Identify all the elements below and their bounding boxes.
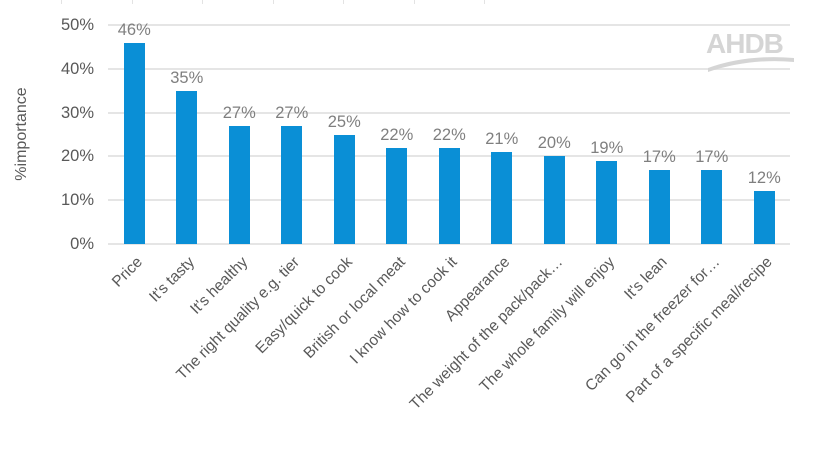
data-label: 12% bbox=[747, 169, 781, 188]
logo-text: AHDB bbox=[706, 28, 784, 59]
bar bbox=[176, 90, 198, 244]
bar bbox=[596, 160, 618, 244]
y-tick-label: 0% bbox=[70, 235, 94, 253]
bar bbox=[386, 147, 408, 244]
bar bbox=[333, 134, 355, 244]
bar bbox=[753, 191, 775, 244]
data-label: 35% bbox=[170, 68, 204, 87]
data-label: 46% bbox=[117, 20, 151, 39]
gridline bbox=[108, 24, 790, 26]
y-tick-label: 50% bbox=[60, 16, 94, 34]
x-tick-label: It's lean bbox=[621, 253, 671, 304]
top-border-ticks bbox=[0, 0, 816, 4]
bar bbox=[701, 169, 723, 244]
tick-mark bbox=[414, 0, 415, 4]
data-label: 17% bbox=[695, 147, 729, 166]
tick-mark bbox=[484, 0, 485, 4]
bar bbox=[543, 156, 565, 244]
data-label: 27% bbox=[275, 103, 309, 122]
y-tick-label: 10% bbox=[60, 191, 94, 210]
tick-mark bbox=[343, 0, 344, 4]
tick-mark bbox=[132, 0, 133, 4]
y-tick-label: 40% bbox=[60, 59, 94, 78]
y-tick-label: 20% bbox=[60, 147, 94, 166]
data-label: 20% bbox=[537, 134, 571, 153]
data-label: 22% bbox=[432, 125, 466, 144]
logo-swoosh-icon bbox=[708, 57, 794, 72]
x-tick-label: It's tasty bbox=[146, 253, 199, 306]
bar bbox=[648, 169, 670, 244]
x-axis-line bbox=[108, 243, 790, 245]
y-axis-label: %importance bbox=[13, 87, 30, 181]
gridline bbox=[108, 111, 790, 114]
data-label: 25% bbox=[327, 112, 361, 131]
tick-mark bbox=[202, 0, 203, 4]
bar bbox=[491, 152, 513, 244]
data-label: 19% bbox=[590, 138, 624, 157]
data-label: 21% bbox=[485, 130, 519, 149]
data-label: 17% bbox=[642, 147, 676, 166]
gridline bbox=[108, 67, 790, 70]
bar bbox=[281, 125, 303, 244]
bar bbox=[123, 42, 145, 244]
bar bbox=[228, 125, 250, 244]
data-label: 27% bbox=[222, 103, 256, 122]
tick-mark bbox=[61, 0, 62, 4]
y-tick-label: 30% bbox=[60, 103, 94, 122]
data-label: 22% bbox=[380, 125, 414, 144]
ahdb-logo: AHDB bbox=[706, 28, 796, 72]
bar bbox=[438, 147, 460, 244]
tick-mark bbox=[273, 0, 274, 4]
x-tick-label: Easy/quick to cook bbox=[252, 253, 356, 358]
x-tick-label: Price bbox=[108, 253, 146, 291]
